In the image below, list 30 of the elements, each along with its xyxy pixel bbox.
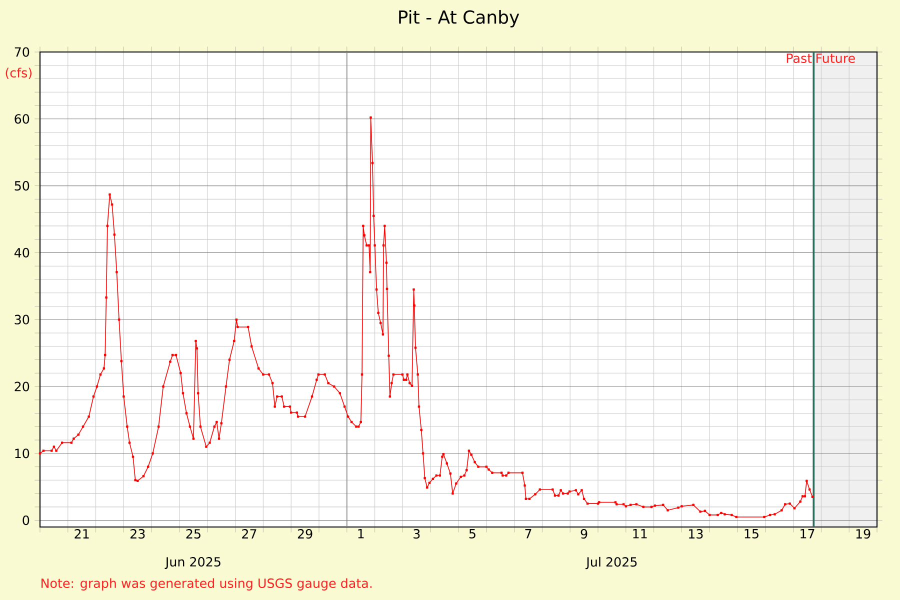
y-tick-label: 60 xyxy=(14,114,30,124)
text: Note: graph was generated using USGS gauge data. xyxy=(42,578,372,590)
x-tick-label: 19 xyxy=(856,529,870,539)
x-tick-label: 5 xyxy=(469,529,476,538)
x-tick-label: 21 xyxy=(74,529,89,538)
y-axis-title: (cfs) xyxy=(6,68,32,80)
chart-title: Pit - At Canby xyxy=(399,10,520,28)
ref-line-label: Past xyxy=(786,54,812,64)
y-tick-label: 0 xyxy=(22,516,30,526)
x-tick-label: 23 xyxy=(130,529,145,539)
x-tick-label: 17 xyxy=(800,529,814,538)
y-tick-label: 30 xyxy=(14,314,30,324)
y-tick-label: 20 xyxy=(14,382,30,392)
x-tick-label: 11 xyxy=(633,529,647,538)
text: Jul 2025 xyxy=(586,556,637,570)
y-tick-label: 50 xyxy=(14,181,30,191)
text: Jun 2025 xyxy=(164,557,220,569)
x-tick-label: 3 xyxy=(414,529,420,539)
x-tick-label: 29 xyxy=(298,529,312,539)
x-tick-label: 9 xyxy=(580,529,588,539)
x-tick-label: 25 xyxy=(186,529,200,539)
x-tick-label: 27 xyxy=(242,529,256,538)
y-tick-label: 10 xyxy=(15,448,30,458)
x-tick-label: 7 xyxy=(525,529,532,538)
y-tick-label: 70 xyxy=(14,47,30,57)
x-tick-label: 15 xyxy=(744,529,758,538)
band-label: Future xyxy=(816,54,855,64)
y-tick-label: 40 xyxy=(14,248,30,258)
x-tick-label: 13 xyxy=(689,529,703,539)
x-tick-label: 1 xyxy=(358,529,364,538)
